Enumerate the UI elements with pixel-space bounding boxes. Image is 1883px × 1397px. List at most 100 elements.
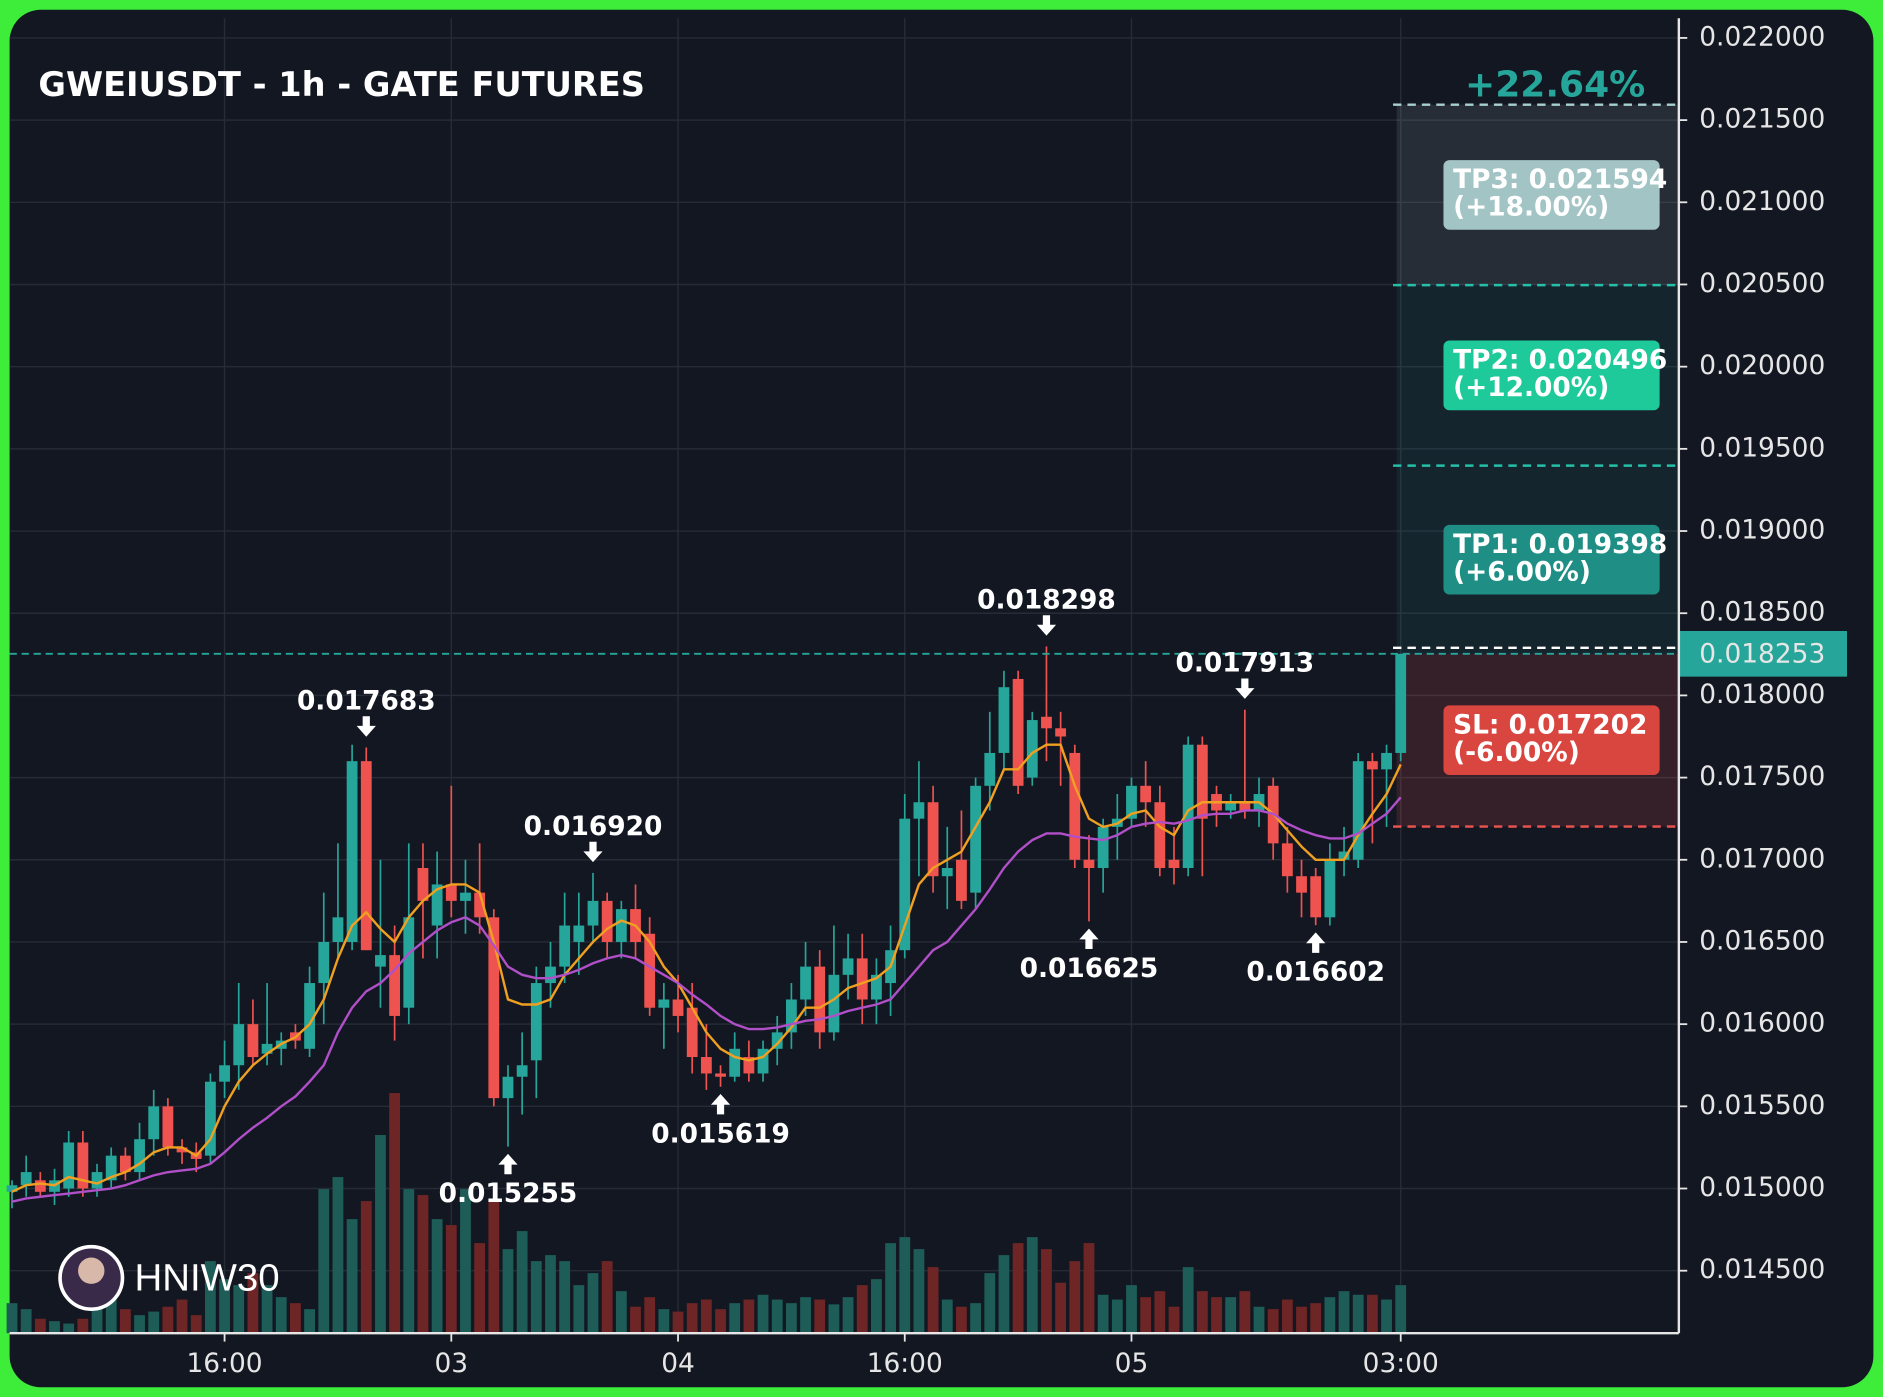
candle-body xyxy=(1281,843,1293,877)
chart-title: GWEIUSDT - 1h - GATE FUTURES xyxy=(38,65,645,104)
volume-bar xyxy=(757,1294,769,1334)
volume-bar xyxy=(1324,1297,1336,1334)
volume-bar xyxy=(941,1299,953,1334)
candle-body xyxy=(644,933,656,1008)
volume-bar xyxy=(956,1306,967,1334)
volume-bar xyxy=(63,1323,75,1334)
volume-bar xyxy=(1267,1309,1279,1334)
volume-bar xyxy=(1281,1299,1293,1334)
volume-bar xyxy=(1310,1303,1322,1334)
volume-bar xyxy=(247,1273,259,1334)
y-tick-label: 0.016500 xyxy=(1699,925,1825,956)
candle-body xyxy=(587,900,599,926)
candle-body xyxy=(956,859,967,901)
marker-label: 0.016602 xyxy=(1246,957,1385,988)
candle-body xyxy=(1225,802,1237,811)
candle-body xyxy=(20,1172,32,1186)
volume-bar xyxy=(545,1255,556,1334)
candle-body xyxy=(34,1180,46,1192)
volume-bar xyxy=(204,1261,216,1334)
candle-body xyxy=(970,785,982,893)
candle-body xyxy=(998,687,1010,753)
volume-bar xyxy=(573,1285,585,1334)
candle-body xyxy=(77,1142,89,1189)
volume-bar xyxy=(871,1279,882,1334)
volume-bar xyxy=(1296,1306,1307,1334)
price-tag xyxy=(1678,631,1847,677)
volume-bar xyxy=(332,1177,344,1334)
y-tick-label: 0.015500 xyxy=(1699,1090,1825,1121)
candle-body xyxy=(1381,752,1392,770)
candle-body xyxy=(1338,851,1350,860)
x-tick-label: 16:00 xyxy=(187,1348,263,1379)
candle-body xyxy=(1310,876,1322,918)
volume-bar xyxy=(148,1311,160,1334)
volume-bar xyxy=(828,1304,840,1334)
candle-body xyxy=(360,761,372,951)
volume-bar xyxy=(460,1189,471,1334)
candle-body xyxy=(672,999,684,1016)
volume-bar xyxy=(77,1318,89,1334)
volume-bar xyxy=(715,1309,726,1334)
volume-bar xyxy=(290,1303,301,1334)
marker-label: 0.016920 xyxy=(524,811,663,842)
volume-bar xyxy=(219,1279,230,1334)
volume-bar xyxy=(998,1255,1010,1334)
candle-body xyxy=(1196,744,1208,819)
volume-bar xyxy=(1026,1237,1038,1334)
volume-bar xyxy=(1012,1243,1024,1334)
marker-arrow xyxy=(1036,615,1057,636)
candle-body xyxy=(1296,876,1307,893)
volume-bar xyxy=(49,1321,60,1334)
x-tick-label: 03 xyxy=(434,1348,468,1379)
volume-bar xyxy=(1381,1299,1392,1334)
level-box xyxy=(1443,524,1660,595)
candle-body xyxy=(403,917,415,1008)
volume-bar xyxy=(119,1309,131,1334)
y-tick-label: 0.014500 xyxy=(1699,1254,1825,1285)
volume-bar xyxy=(899,1237,911,1334)
y-tick-label: 0.021500 xyxy=(1699,104,1825,135)
volume-bar xyxy=(445,1225,457,1334)
volume-bar xyxy=(672,1311,684,1334)
candle-body xyxy=(899,818,911,951)
plot: 0.014500 0.015000 0.015500 0.016000 0.016500… xyxy=(6,18,1847,1379)
candle-body xyxy=(700,1057,712,1074)
candle-body xyxy=(545,966,556,984)
volume-bar xyxy=(1253,1306,1265,1334)
candle-body xyxy=(474,892,486,918)
y-tick-label: 0.017000 xyxy=(1699,843,1825,874)
candle-body xyxy=(247,1024,259,1058)
volume-bar xyxy=(743,1299,755,1334)
marker-arrow xyxy=(710,1093,731,1115)
volume-bar xyxy=(34,1318,46,1334)
x-tick-label: 05 xyxy=(1115,1348,1149,1379)
candle-body xyxy=(318,941,330,984)
volume-bar xyxy=(233,1285,245,1334)
level-change: (-6.00%) xyxy=(1453,737,1580,768)
avatar-face xyxy=(78,1257,105,1284)
volume-bar xyxy=(346,1219,358,1334)
watermark: HNIW30 xyxy=(135,1256,280,1299)
y-tick-label: 0.018000 xyxy=(1699,679,1825,710)
candle-body xyxy=(1182,744,1194,868)
candle-body xyxy=(856,958,868,1000)
candle-body xyxy=(1154,802,1166,868)
volume-bar xyxy=(1126,1285,1137,1334)
candle-body xyxy=(771,1032,783,1049)
volume-bar xyxy=(615,1291,627,1334)
volume-bar xyxy=(431,1219,443,1334)
volume-bar xyxy=(134,1315,145,1334)
candle-body xyxy=(1366,761,1378,770)
volume-bar xyxy=(261,1285,273,1334)
level-change: (+6.00%) xyxy=(1453,556,1591,587)
candle-body xyxy=(1026,720,1038,778)
volume-bar xyxy=(1111,1299,1123,1334)
level-box xyxy=(1443,160,1660,230)
volume-bar xyxy=(502,1249,514,1334)
candle-body xyxy=(502,1076,514,1099)
volume-bar xyxy=(630,1306,641,1334)
candle-body xyxy=(431,884,443,926)
volume-bar xyxy=(729,1303,741,1334)
